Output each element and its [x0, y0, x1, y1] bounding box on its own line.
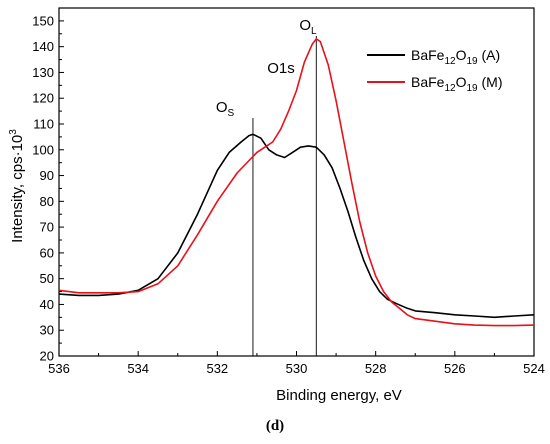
y-tick-label: 60: [40, 245, 54, 260]
y-tick-label: 40: [40, 297, 54, 312]
y-tick-label: 100: [32, 142, 54, 157]
x-tick-label: 532: [206, 361, 228, 376]
x-tick-label: 534: [127, 361, 149, 376]
legend: BaFe12O19 (A) BaFe12O19 (M): [367, 47, 503, 94]
series-line-a: [58, 133, 535, 319]
annotation-o1s: O1s: [267, 60, 295, 77]
annotation-ol: OL: [299, 17, 317, 37]
y-tick-label: 130: [32, 65, 54, 80]
x-tick-label: 536: [48, 361, 70, 376]
y-axis-title: Intensity, cps·103: [8, 129, 26, 243]
y-tick-label: 120: [32, 91, 54, 106]
x-tick-label: 528: [365, 361, 387, 376]
y-tick-label: 20: [40, 349, 54, 364]
x-tick-label: 524: [523, 361, 545, 376]
legend-label-a: BaFe12O19 (A): [411, 47, 500, 67]
xps-chart: 536 534 532 530 528 526 524 20 30 40 50 60 70 80 90 10…: [8, 7, 545, 404]
x-tick-label: 526: [444, 361, 466, 376]
y-tick-label: 90: [40, 168, 54, 183]
y-tick-label: 150: [32, 13, 54, 28]
y-axis-title-exponent: 3: [8, 129, 19, 135]
series-line-m: [58, 38, 535, 327]
x-tick-label: 530: [286, 361, 308, 376]
y-tick-label: 110: [33, 117, 54, 132]
y-tick-label: 140: [32, 39, 54, 54]
y-tick-label: 30: [40, 323, 54, 338]
y-tick-label: 50: [40, 271, 54, 286]
panel-label: (d): [265, 418, 285, 434]
legend-label-m: BaFe12O19 (M): [411, 74, 503, 94]
x-axis-title: Binding energy, eV: [276, 387, 402, 404]
annotation-os: OS: [216, 99, 235, 119]
y-tick-label: 70: [40, 220, 54, 235]
y-tick-label: 80: [40, 194, 54, 209]
